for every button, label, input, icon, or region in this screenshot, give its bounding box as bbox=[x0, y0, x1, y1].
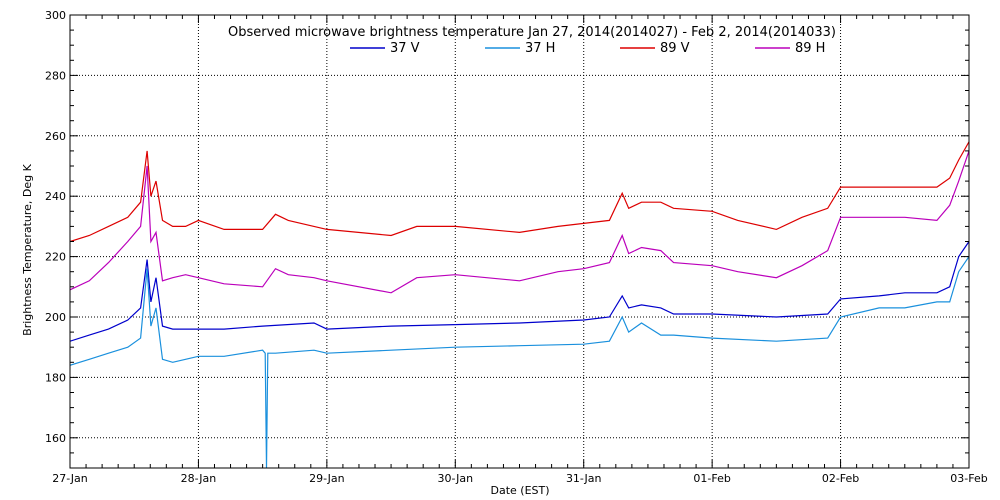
legend-label-37-h: 37 H bbox=[525, 41, 555, 56]
y-tick-label: 160 bbox=[45, 432, 66, 445]
series-line-37-h bbox=[70, 256, 969, 468]
y-tick-label: 180 bbox=[45, 371, 66, 384]
x-tick-label: 01-Feb bbox=[693, 472, 730, 485]
y-axis-label: Brightness Temperature, Deg K bbox=[21, 163, 34, 335]
y-tick-labels: 160 180 200 220 240 260 280 300 bbox=[45, 9, 969, 469]
legend-label-89-v: 89 V bbox=[660, 41, 690, 56]
plot-frame bbox=[69, 14, 970, 469]
x-tick-label: 27-Jan bbox=[52, 472, 88, 485]
y-tick-label: 220 bbox=[45, 251, 66, 264]
x-axis-label: Date (EST) bbox=[490, 484, 549, 497]
x-tick-label: 31-Jan bbox=[566, 472, 602, 485]
x-tick-label: 30-Jan bbox=[438, 472, 474, 485]
series-line-89-v bbox=[70, 141, 969, 243]
chart-title: Observed microwave brightness temperatur… bbox=[228, 25, 836, 40]
series-line-37-v bbox=[70, 241, 969, 342]
x-tick-label: 28-Jan bbox=[181, 472, 217, 485]
series-lines bbox=[70, 141, 969, 468]
x-tick-label: 03-Feb bbox=[950, 472, 987, 485]
y-tick-label: 240 bbox=[45, 190, 66, 203]
legend-label-37-v: 37 V bbox=[390, 41, 420, 56]
y-tick-label: 280 bbox=[45, 69, 66, 82]
x-tick-label: 29-Jan bbox=[309, 472, 345, 485]
y-tick-label: 260 bbox=[45, 130, 66, 143]
legend: 37 V 37 H 89 V 89 H bbox=[350, 41, 825, 56]
y-tick-label: 200 bbox=[45, 311, 66, 324]
series-line-89-h bbox=[70, 150, 969, 294]
grid bbox=[70, 15, 969, 468]
x-tick-labels: 27-Jan 28-Jan 29-Jan 30-Jan 31-Jan 01-Feb 02-F… bbox=[52, 15, 988, 485]
legend-label-89-h: 89 H bbox=[795, 41, 825, 56]
y-tick-label: 300 bbox=[45, 9, 66, 22]
x-tick-label: 02-Feb bbox=[822, 472, 859, 485]
